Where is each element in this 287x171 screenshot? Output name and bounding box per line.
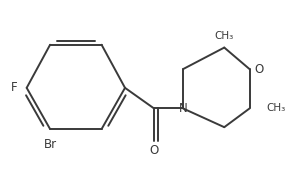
Text: CH₃: CH₃ bbox=[215, 31, 234, 41]
Text: F: F bbox=[11, 81, 18, 94]
Text: Br: Br bbox=[44, 137, 57, 150]
Text: O: O bbox=[150, 144, 159, 157]
Text: CH₃: CH₃ bbox=[266, 103, 286, 113]
Text: N: N bbox=[179, 102, 187, 115]
Text: O: O bbox=[254, 63, 263, 76]
